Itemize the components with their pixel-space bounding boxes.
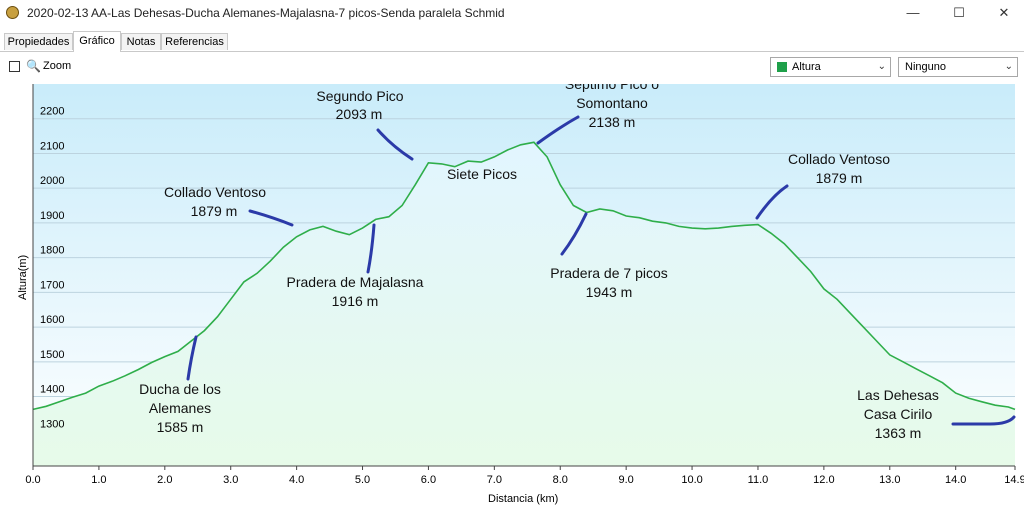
tab-grafico[interactable]: Gráfico [73,31,121,52]
x-tick-label: 2.0 [157,474,172,486]
annotation-label-line: Ducha de los [139,381,221,397]
x-tick-label: 13.0 [879,474,900,486]
y-tick-label: 1500 [40,349,64,361]
y-tick-label: 1400 [40,384,64,396]
x-tick-label: 14.0 [945,474,966,486]
maximize-button[interactable]: ☐ [953,5,965,20]
tab-propiedades[interactable]: Propiedades [4,33,73,50]
x-tick-label: 12.0 [813,474,834,486]
annotation-label-line: Pradera de Majalasna [287,274,424,290]
y-axis-title: Altura(m) [17,255,29,300]
annotation-stroke-las-dehesas [951,415,1016,426]
x-tick-label: 9.0 [619,474,634,486]
magnifier-icon: 🔍 [26,59,41,73]
annotation-stroke-pradera-7-picos [560,212,588,256]
x-tick-label: 1.0 [91,474,106,486]
zoom-checkbox[interactable] [9,61,20,72]
x-tick-label: 10.0 [681,474,702,486]
x-tick-label: 14.9 [1004,474,1024,486]
annotation-label-line: Siete Picos [447,166,517,182]
annotation-label-line: 1943 m [586,284,633,300]
elevation-chart: 1300 1400 1500 1600 1700 1800 1900 2000 2100 2200… [0,76,1024,516]
annotation-label-line: 1363 m [875,425,922,441]
x-tick-label: 3.0 [223,474,238,486]
chevron-down-icon: ⌄ [1004,61,1013,72]
x-tick-label: 7.0 [487,474,502,486]
annotation-label-line: 1585 m [157,419,204,435]
annotation-label-line: Las Dehesas [857,387,939,403]
app-icon [6,6,19,19]
annotation-stroke-ducha [186,335,198,381]
annotation-label-line: 1879 m [816,170,863,186]
x-tick-label: 0.0 [25,474,40,486]
annotation-label-line: Somontano [576,95,648,111]
annotation-stroke-collado-1 [248,209,294,227]
annotation-label-line: 1916 m [332,293,379,309]
minimize-button[interactable]: — [906,5,920,20]
annotation-label-line: Segundo Pico [316,88,403,104]
x-tick-label: 5.0 [355,474,370,486]
annotation-labels: Segundo Pico 2093 m Septimo Pico o Somon… [139,76,939,441]
elevation-line [32,141,1016,411]
zoom-label: Zoom [43,60,72,72]
elevation-chart-svg: 1300 1400 1500 1600 1700 1800 1900 2000 2100 2200… [0,76,1024,516]
y-tick-label: 1300 [40,418,64,430]
chevron-down-icon: ⌄ [877,61,886,72]
series-color-swatch [777,62,787,72]
elevation-area [33,142,1015,467]
annotation-label-line: Collado Ventoso [788,151,890,167]
close-button[interactable]: ✕ [998,5,1010,20]
y-tick-label: 2100 [40,140,64,152]
title-bar: 2020-02-13 AA-Las Dehesas-Ducha Alemanes… [0,0,1024,26]
x-tick-label: 6.0 [421,474,436,486]
annotation-stroke-collado-2 [755,184,789,220]
series-select[interactable]: Altura ⌄ [770,57,891,77]
y-tick-label: 2200 [40,106,64,118]
y-tick-label: 1600 [40,314,64,326]
x-tick-label: 11.0 [748,474,769,486]
secondary-select-value: Ninguno [905,61,946,73]
x-tick-labels: 0.0 1.0 2.0 3.0 4.0 5.0 6.0 7.0 8.0 9.0 10.0 11.0 12… [25,466,1024,486]
annotation-label-line: 1879 m [191,203,238,219]
annotation-label-line: 2093 m [336,106,383,122]
y-tick-label: 1700 [40,279,64,291]
annotation-label-line: 2138 m [589,114,636,130]
y-tick-label: 1800 [40,245,64,257]
secondary-select[interactable]: Ninguno ⌄ [898,57,1018,77]
tab-notas[interactable]: Notas [121,33,161,50]
annotation-strokes [186,115,1016,426]
x-tick-label: 8.0 [553,474,568,486]
annotation-label-line: Casa Cirilo [864,406,933,422]
tab-bar: Propiedades Gráfico Notas Referencias [0,31,1024,52]
annotation-stroke-septimo-pico [536,115,580,145]
annotation-label-line: Septimo Pico o [565,84,659,92]
y-tick-label: 2000 [40,175,64,187]
series-select-value: Altura [792,61,821,73]
y-tick-label: 1900 [40,210,64,222]
window-title: 2020-02-13 AA-Las Dehesas-Ducha Alemanes… [27,6,505,20]
annotation-label-line: Collado Ventoso [164,184,266,200]
tab-referencias[interactable]: Referencias [161,33,228,50]
x-axis-title: Distancia (km) [488,493,558,505]
annotation-stroke-segundo-pico [376,128,414,161]
annotation-stroke-pradera-majalasna [366,223,376,274]
y-tick-labels: 1300 1400 1500 1600 1700 1800 1900 2000 2100 2200 [40,106,64,431]
annotation-label-line: Pradera de 7 picos [550,265,668,281]
x-tick-label: 4.0 [289,474,304,486]
annotation-label-line: Alemanes [149,400,211,416]
